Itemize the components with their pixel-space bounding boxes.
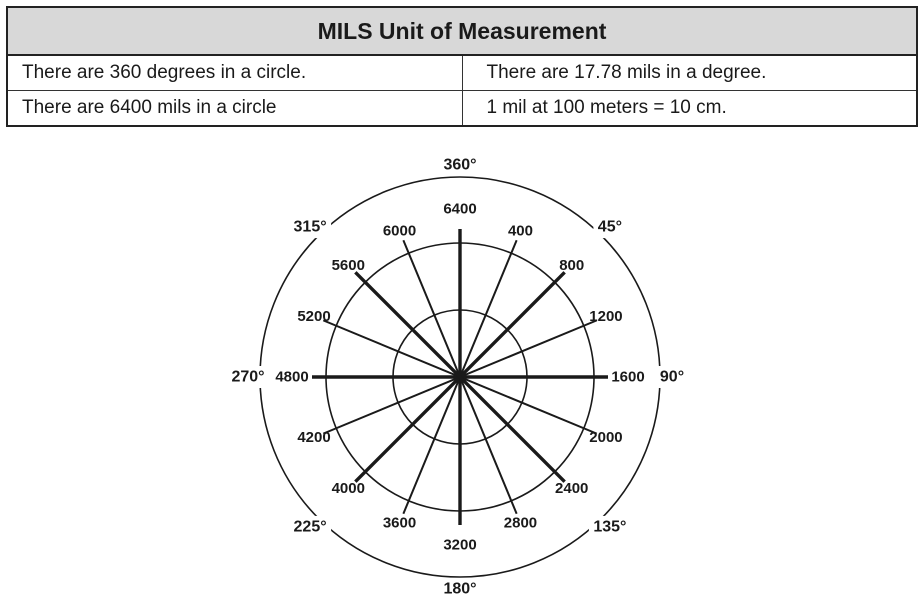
table-cell: There are 6400 mils in a circle — [7, 90, 463, 126]
table-cell: There are 360 degrees in a circle. — [7, 55, 463, 91]
degree-label: 225° — [294, 518, 327, 535]
mil-label: 5200 — [297, 308, 330, 325]
degree-label-bg — [289, 216, 332, 239]
degree-label: 270° — [231, 369, 264, 386]
table-row: There are 360 degrees in a circle. There… — [7, 55, 917, 91]
mil-label: 1600 — [611, 369, 644, 386]
mil-label: 2800 — [504, 514, 537, 531]
mil-label: 5600 — [332, 257, 365, 274]
degree-label-bg — [439, 154, 481, 176]
table-cell: 1 mil at 100 meters = 10 cm. — [486, 97, 727, 118]
table-cell: There are 17.78 mils in a degree. — [462, 55, 917, 91]
mil-label: 3200 — [443, 537, 476, 554]
mil-label: 4200 — [297, 429, 330, 446]
mil-label: 2000 — [589, 429, 622, 446]
degree-label-bg — [289, 515, 332, 538]
mil-label: 6000 — [383, 223, 416, 240]
mil-label: 6400 — [443, 201, 476, 218]
degree-label-bg — [439, 578, 481, 600]
mil-label: 3600 — [383, 514, 416, 531]
degree-label-bg — [588, 515, 631, 538]
degree-label-bg — [593, 216, 627, 239]
degree-label: 90° — [660, 369, 684, 386]
mil-label: 1200 — [589, 308, 622, 325]
table-row: There are 6400 mils in a circle 1 mil at… — [7, 90, 917, 126]
mil-label: 4000 — [332, 480, 365, 497]
degree-label: 135° — [593, 518, 626, 535]
degree-label: 180° — [443, 581, 476, 598]
degree-label: 360° — [443, 157, 476, 174]
mil-spoke — [402, 239, 518, 515]
degree-label-bg — [655, 366, 689, 388]
degree-label-bg — [227, 366, 269, 388]
mil-labels: 6400 400 800 1200 1600 2000 2400 2800 3200 3600 40… — [275, 201, 644, 554]
degree-label: 315° — [294, 219, 327, 236]
mil-label: 4800 — [275, 369, 308, 386]
mil-label: 2400 — [555, 480, 588, 497]
mil-spokes — [312, 229, 608, 525]
mil-label: 400 — [508, 223, 533, 240]
table-title: MILS Unit of Measurement — [7, 7, 917, 56]
degree-labels: 360° 45° 90° 135° 180° 225° 270° 315° — [227, 154, 689, 600]
mil-label: 800 — [559, 257, 584, 274]
degree-label: 45° — [598, 219, 622, 236]
mils-table: MILS Unit of Measurement There are 360 d… — [6, 6, 918, 127]
